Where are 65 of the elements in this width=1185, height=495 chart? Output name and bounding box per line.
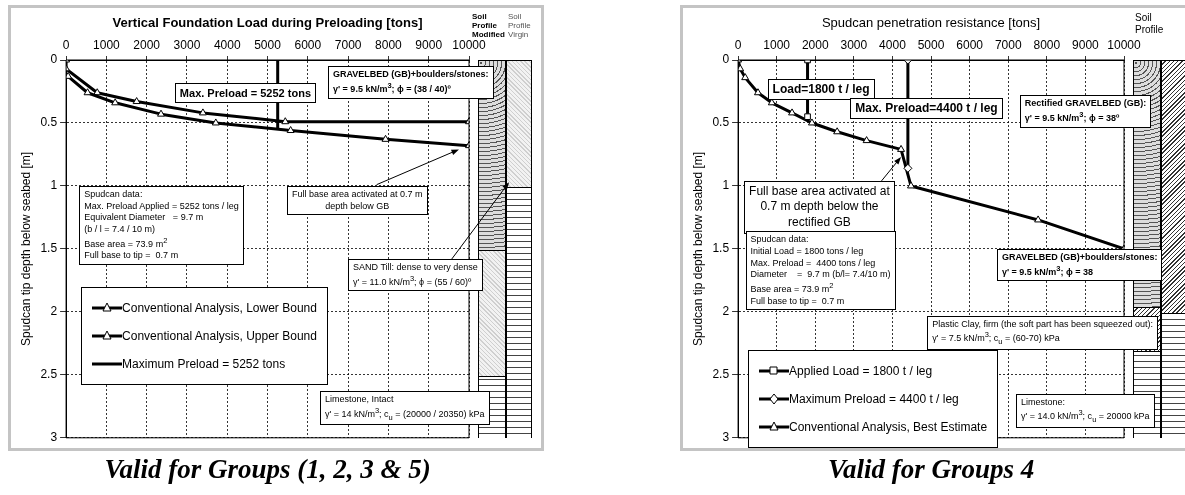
x-tick-label: 3000 [173,38,201,53]
y-tick-label: 1 [722,178,730,193]
legend-label: Maximum Preload = 5252 tons [122,356,286,371]
x-tick-label: 4000 [879,38,907,53]
annotation: Full base area activated at 0.7 m depth below GB [287,185,428,216]
legend-label: Applied Load = 1800 t / leg [789,363,933,378]
y-axis-title: Spudcan tip depth below seabed [m] [690,151,705,346]
x-tick-label: 5000 [917,38,945,53]
y-tick-label: 1 [50,178,58,193]
annotation: GRAVELBED (GB)+boulders/stones: γ' = 9.5 kN/m$^{3}$; ϕ = 38 [996,248,1163,282]
text: Valid for Groups 4 [826,453,1036,486]
annotation: Limestone, Intact γ' = 14 kN/m$^{3}$; c$_{u}$ = (20000 / 20350) kPa [319,391,490,426]
x-tick-label: 8000 [1033,38,1061,53]
x-tick-label: 5000 [254,38,282,53]
annotation: Max. Preload = 5252 tons [174,82,316,103]
annotation: GRAVELBED (GB)+boulders/stones: γ' = 9.5 kN/m$^{3}$; ϕ = (38 / 40)º [327,66,494,99]
legend-label: Conventional Analysis, Best Estimate [789,419,988,434]
annotation: Full base area activated at 0.7 m depth below the rectified GB [744,180,895,234]
y-tick-label: 0 [722,52,730,67]
x-tick-label: 6000 [956,38,984,53]
x-tick-label: 3000 [840,38,868,53]
annotation: Load=1800 t / leg [767,78,875,101]
y-tick-label: 3 [50,430,58,445]
annotation: Spudcan data: Max. Preload Applied = 5252 tons / leg Equivalent Diameter = 9.7 m (b / l = 7.4 / 10 m) Base area = 73.9 m$^{2}$ Full base to tip = 0.7 m [79,185,244,266]
annotation: SAND Till: dense to very dense γ' = 11.0 kN/m$^{3}$; ϕ = (55 / 60)º [348,258,483,292]
y-tick-label: 2 [50,304,58,319]
x-axis-title: Spudcan penetration resistance [tons] [821,15,1041,31]
text: Soil Profile Virgin [508,12,531,40]
x-tick-label: 2000 [133,38,161,53]
y-tick-label: 1.5 [40,241,58,256]
x-tick-label: 8000 [375,38,403,53]
y-tick-label: 0 [50,52,58,67]
y-tick-label: 3 [722,430,730,445]
x-tick-label: 0 [734,38,742,53]
x-tick-label: 2000 [801,38,829,53]
x-tick-label: 0 [62,38,70,53]
text: Soil Profile Modified [472,12,505,40]
x-axis-title: Vertical Foundation Load during Preloading [tons] [112,15,423,31]
x-tick-label: 1000 [763,38,791,53]
x-tick-label: 7000 [334,38,362,53]
y-tick-label: 2 [722,304,730,319]
x-tick-label: 9000 [1072,38,1100,53]
y-tick-label: 2.5 [712,367,730,382]
y-tick-label: 2.5 [40,367,58,382]
y-axis-title: Spudcan tip depth below seabed [m] [18,151,33,346]
text: Soil Profile [1135,12,1164,35]
annotation: Limestone: γ' = 14.0 kN/m$^{3}$; c$_{u}$ = 20000 kPa [1015,393,1155,428]
legend-label: Conventional Analysis, Upper Bound [122,328,317,343]
annotation: Spudcan data: Initial Load = 1800 tons / leg Max. Preload = 4400 tons / leg Diameter = 9.7 m (b/l= 7.4/10 m) Base area = 73.9 m$^{2}$ Full base to tip = 0.7 m [745,231,896,311]
x-tick-label: 4000 [213,38,241,53]
legend-label: Conventional Analysis, Lower Bound [122,300,317,315]
x-tick-label: 1000 [93,38,121,53]
y-tick-label: 1.5 [712,241,730,256]
annotation: Plastic Clay, firm (the soft part has been squeezed out): γ' = 7.5 kN/m$^{3}$; c$_{u}$ = (60-70) kPa [927,315,1159,350]
x-tick-label: 6000 [294,38,322,53]
annotation: Rectified GRAVELBED (GB): γ' = 9.5 kN/m$^{3}$; ϕ = 38º [1019,95,1152,128]
y-tick-label: 0.5 [40,115,58,130]
x-tick-label: 7000 [994,38,1022,53]
y-tick-label: 0.5 [712,115,730,130]
x-tick-label: 9000 [415,38,443,53]
annotation: Max. Preload=4400 t / leg [850,97,1003,120]
text: Valid for Groups (1, 2, 3 & 5) [103,453,432,486]
x-tick-label: 10000 [1107,38,1142,53]
legend-label: Maximum Preload = 4400 t / leg [789,391,959,406]
x-tick-label: 10000 [452,38,487,53]
